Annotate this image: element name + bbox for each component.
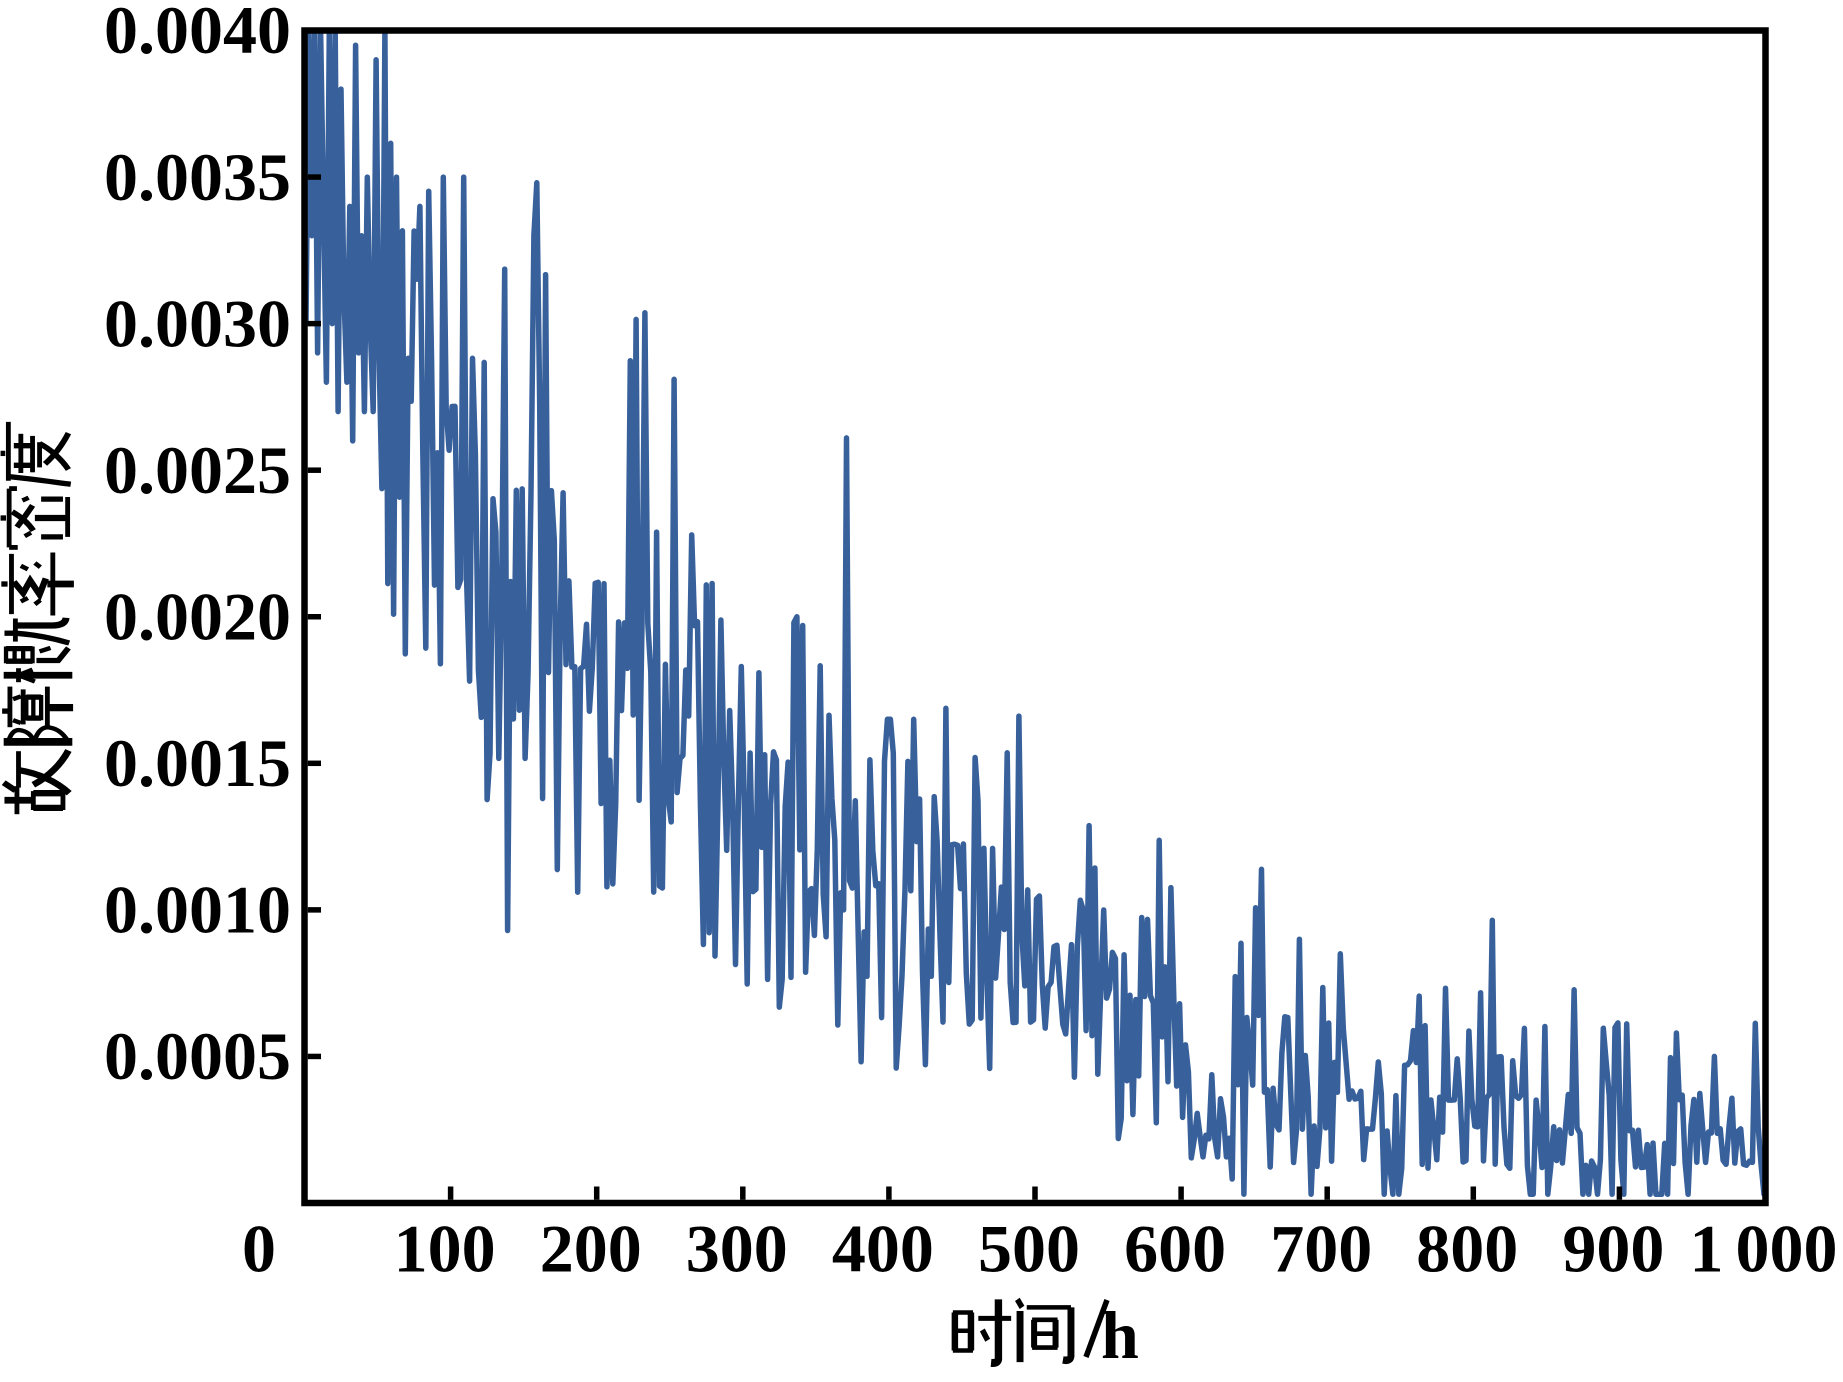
svg-text:800: 800 (1416, 1211, 1518, 1287)
svg-text:700: 700 (1270, 1211, 1372, 1287)
svg-text:600: 600 (1124, 1211, 1226, 1287)
svg-text:0.0040: 0.0040 (104, 0, 291, 68)
svg-text:0.0030: 0.0030 (104, 285, 291, 361)
svg-text:0.0025: 0.0025 (104, 432, 291, 508)
svg-text:100: 100 (394, 1211, 496, 1287)
svg-text:500: 500 (978, 1211, 1080, 1287)
svg-text:200: 200 (540, 1211, 642, 1287)
svg-text:300: 300 (686, 1211, 788, 1287)
svg-text:0.0020: 0.0020 (104, 579, 291, 655)
svg-text:h: h (1101, 1297, 1139, 1373)
svg-text:0.0035: 0.0035 (104, 139, 291, 215)
svg-text:0: 0 (242, 1211, 276, 1287)
svg-text:000: 000 (1736, 1211, 1838, 1287)
svg-text:0.0010: 0.0010 (104, 872, 291, 948)
svg-text:0.0005: 0.0005 (104, 1018, 291, 1094)
svg-text:400: 400 (832, 1211, 934, 1287)
svg-text:1: 1 (1690, 1211, 1724, 1287)
svg-text:0.0015: 0.0015 (104, 725, 291, 801)
svg-text:900: 900 (1562, 1211, 1664, 1287)
